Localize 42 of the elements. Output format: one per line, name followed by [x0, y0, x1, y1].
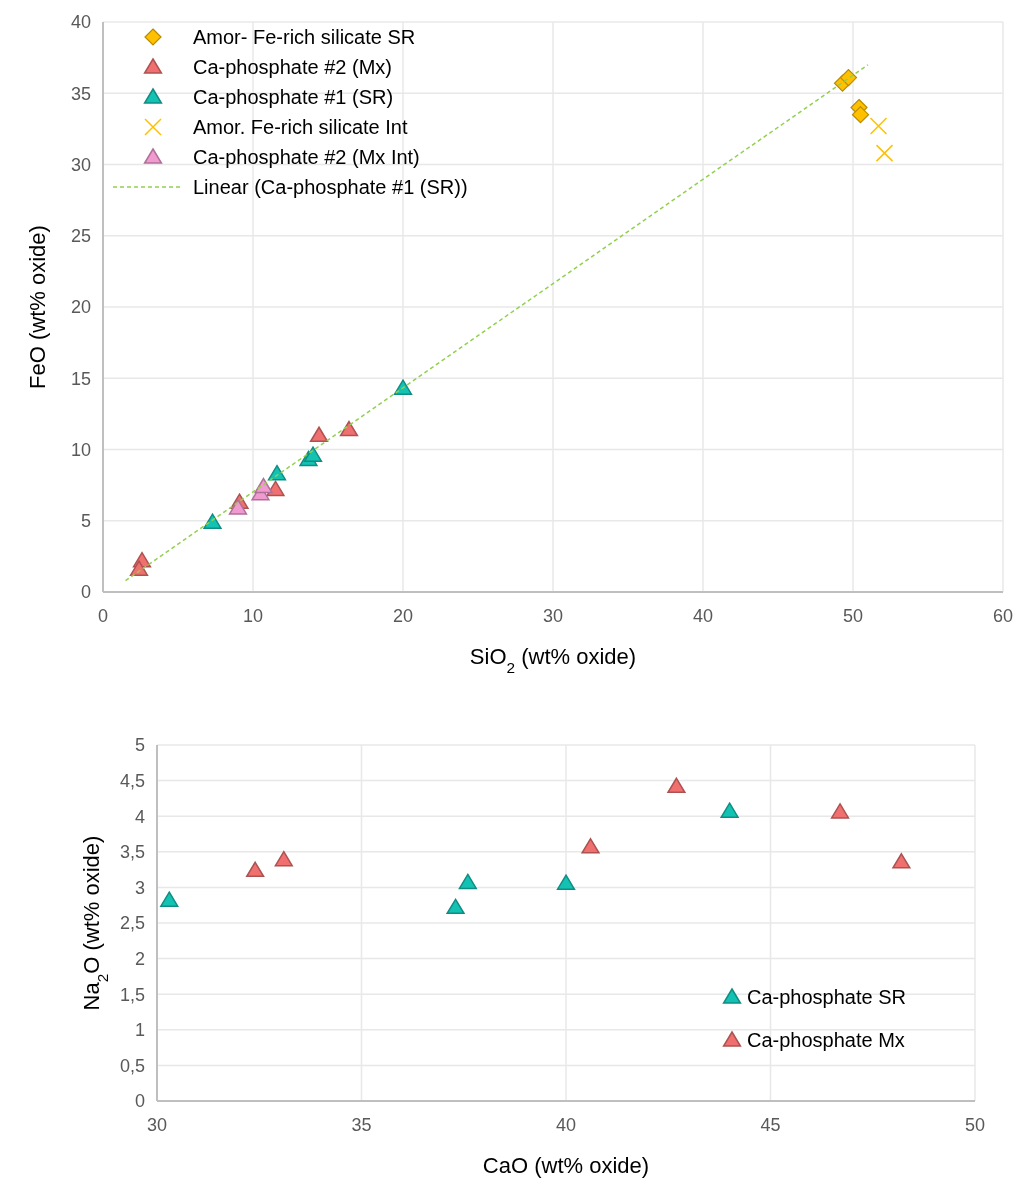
legend-label: Linear (Ca-phosphate #1 (SR)): [193, 176, 468, 198]
y-tick-label: 10: [70, 439, 91, 460]
x-tick-label: 40: [555, 1115, 577, 1135]
legend-label: Amor- Fe-rich silicate SR: [193, 26, 416, 48]
y-tick-label: 40: [70, 12, 91, 33]
y-tick-label: 20: [70, 297, 91, 318]
legend-label: Ca-phosphate Mx: [747, 1029, 905, 1051]
x-tick-label: 50: [842, 606, 864, 626]
legend-label: Ca-phosphate SR: [747, 986, 906, 1008]
x-tick-label: 20: [392, 606, 414, 626]
x-axis-title: CaO (wt% oxide): [482, 1153, 650, 1178]
y-tick-label: 0: [134, 1091, 145, 1112]
y-tick-label: 3: [134, 877, 145, 898]
x-tick-label: 45: [760, 1115, 781, 1135]
y-tick-label: 1,5: [119, 984, 145, 1005]
legend-label: Ca-phosphate #1 (SR): [193, 86, 394, 108]
x-tick-label: 35: [351, 1115, 372, 1135]
legend-label: Ca-phosphate #2 (Mx): [193, 56, 392, 78]
x-tick-label: 40: [692, 606, 714, 626]
y-tick-label: 0,5: [119, 1055, 145, 1076]
y-tick-label: 35: [70, 83, 91, 104]
y-tick-label: 5: [80, 511, 91, 532]
y-tick-label: 2,5: [119, 913, 145, 934]
y-tick-label: 2: [134, 948, 145, 969]
y-tick-label: 0: [80, 582, 91, 603]
y-tick-label: 4,5: [119, 770, 145, 791]
x-axis-title: SiO$_{2}$ (wt% oxide): [469, 644, 637, 676]
y-tick-label: 4: [134, 806, 145, 827]
x-tick-label: 50: [964, 1115, 986, 1135]
y-tick-label: 1: [134, 1020, 145, 1041]
x-tick-label: 0: [97, 606, 109, 626]
x-tick-label: 10: [242, 606, 264, 626]
legend-label: Ca-phosphate #2 (Mx Int): [193, 146, 420, 168]
y-tick-label: 15: [70, 368, 91, 389]
y-tick-label: 5: [134, 735, 145, 756]
y-tick-label: 3,5: [119, 842, 145, 863]
x-tick-label: 30: [542, 606, 564, 626]
legend-label: Amor. Fe-rich silicate Int: [193, 116, 408, 138]
y-tick-label: 25: [70, 226, 91, 247]
x-tick-label: 60: [992, 606, 1014, 626]
y-axis-title: FeO (wt% oxide): [25, 225, 50, 389]
y-tick-label: 30: [70, 154, 91, 175]
